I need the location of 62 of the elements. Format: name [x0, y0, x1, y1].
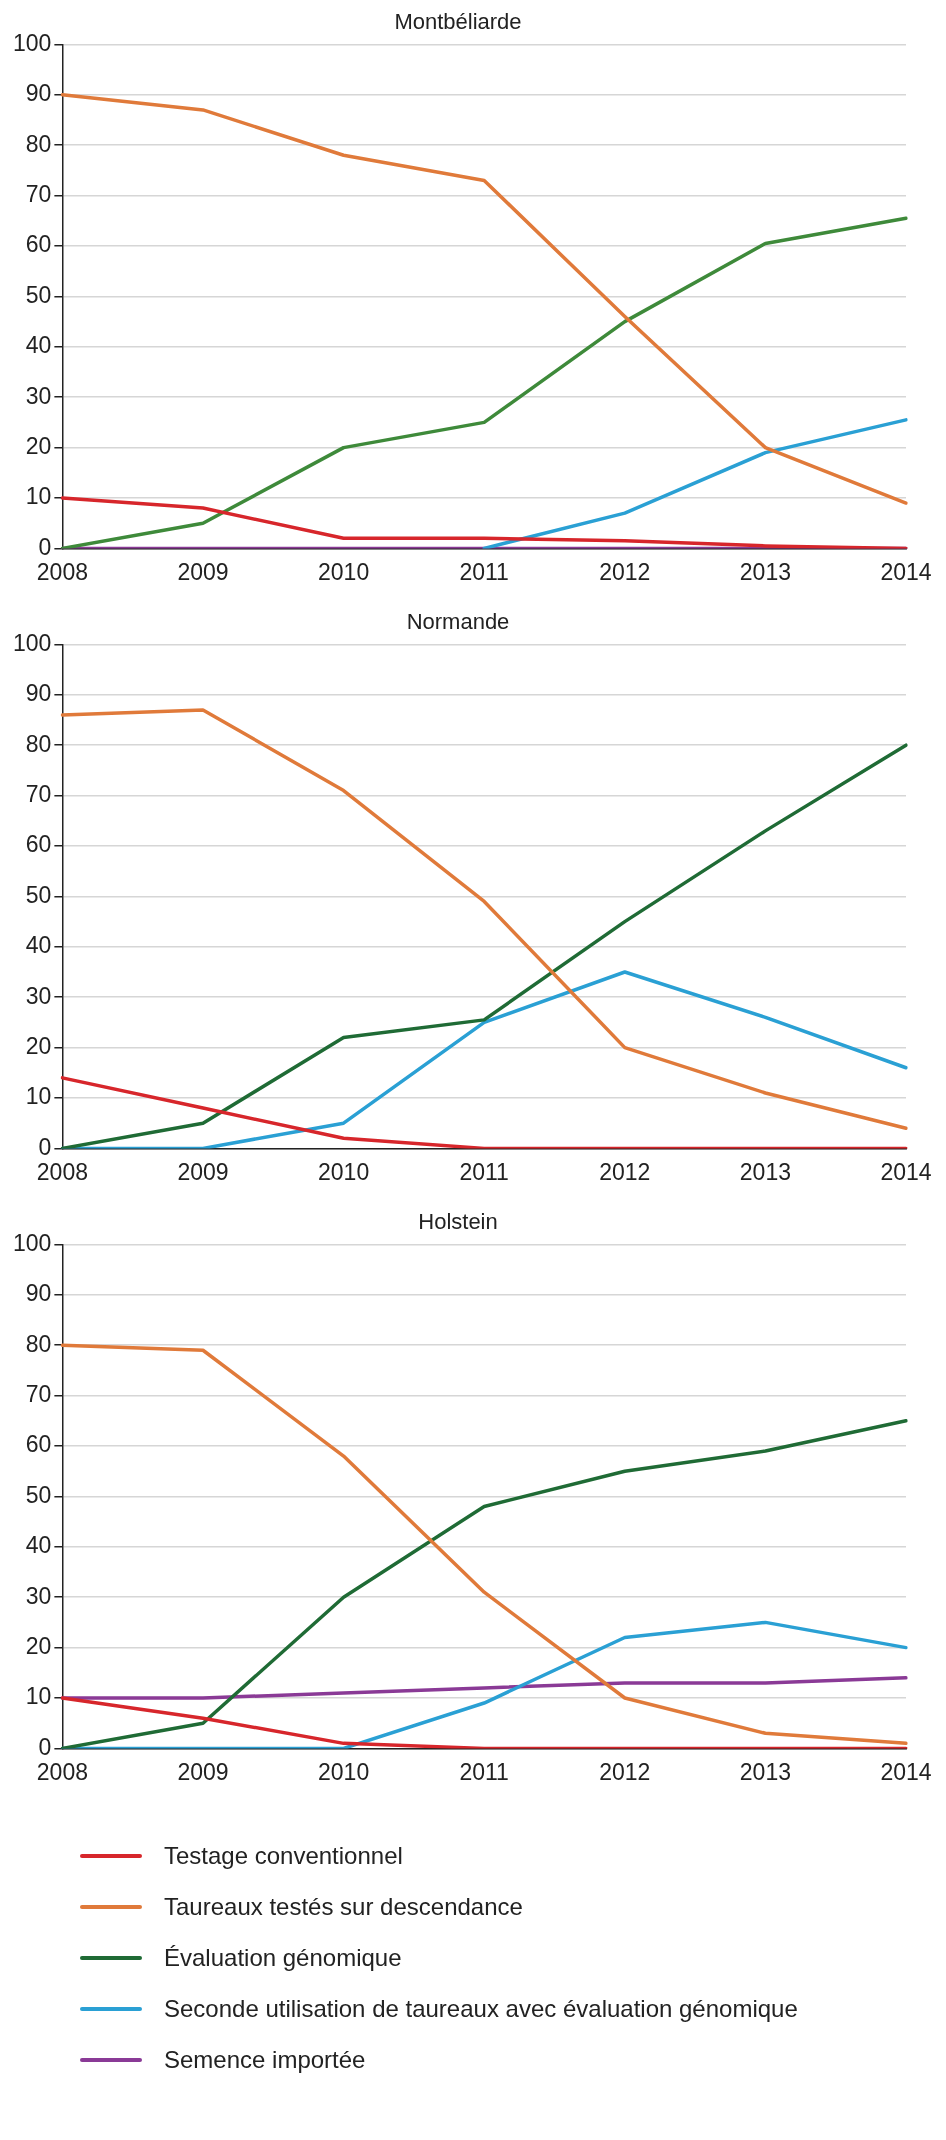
x-tick-label: 2011: [459, 1158, 509, 1185]
y-tick-label: 100: [13, 629, 52, 656]
x-tick-label: 2009: [177, 1158, 229, 1185]
y-tick-label: 90: [25, 80, 52, 107]
y-tick-label: 30: [25, 982, 52, 1009]
x-tick-label: 2013: [739, 1158, 791, 1185]
y-tick-label: 70: [25, 780, 52, 807]
y-tick-label: 60: [25, 1431, 52, 1458]
y-tick-label: 50: [25, 281, 52, 308]
y-tick-label: 10: [25, 483, 52, 510]
legend-label: Taureaux testés sur descendance: [164, 1892, 523, 1921]
x-tick-label: 2010: [318, 1158, 370, 1185]
y-tick-label: 100: [13, 1229, 52, 1256]
y-tick-label: 70: [25, 1380, 52, 1407]
y-tick-label: 20: [25, 432, 52, 459]
y-tick-label: 80: [25, 1330, 52, 1357]
chart-title: Normande: [406, 609, 510, 635]
x-tick-label: 2012: [599, 558, 651, 585]
x-tick-label: 2008: [36, 558, 88, 585]
y-tick-label: 50: [25, 1481, 52, 1508]
chart-title: Montbéliarde: [394, 9, 522, 35]
y-tick-label: 20: [25, 1032, 52, 1059]
x-tick-label: 2013: [739, 1758, 791, 1785]
x-tick-label: 2009: [177, 558, 229, 585]
x-tick-label: 2011: [459, 558, 509, 585]
y-tick-label: 40: [25, 932, 52, 959]
y-tick-label: 30: [25, 1582, 52, 1609]
x-tick-label: 2014: [880, 1758, 932, 1785]
y-tick-label: 40: [25, 1532, 52, 1559]
legend-label: Semence importée: [164, 2045, 366, 2074]
y-tick-label: 0: [38, 533, 52, 560]
legend-label: Évaluation génomique: [164, 1943, 402, 1972]
x-tick-label: 2014: [880, 558, 932, 585]
x-tick-label: 2014: [880, 1158, 932, 1185]
chart-title: Holstein: [418, 1209, 498, 1235]
y-tick-label: 60: [25, 231, 52, 258]
y-tick-label: 0: [38, 1733, 52, 1760]
x-tick-label: 2012: [599, 1758, 651, 1785]
x-tick-label: 2008: [36, 1158, 88, 1185]
y-tick-label: 90: [25, 1280, 52, 1307]
y-tick-label: 40: [25, 332, 52, 359]
y-tick-label: 0: [38, 1133, 52, 1160]
x-tick-label: 2013: [739, 558, 791, 585]
x-tick-label: 2010: [318, 1758, 370, 1785]
y-tick-label: 90: [25, 680, 52, 707]
x-tick-label: 2012: [599, 1158, 651, 1185]
y-tick-label: 80: [25, 730, 52, 757]
y-tick-label: 70: [25, 180, 52, 207]
y-tick-label: 60: [25, 831, 52, 858]
y-tick-label: 80: [25, 130, 52, 157]
y-tick-label: 50: [25, 881, 52, 908]
y-tick-label: 10: [25, 1683, 52, 1710]
x-tick-label: 2008: [36, 1758, 88, 1785]
x-tick-label: 2009: [177, 1758, 229, 1785]
y-tick-label: 10: [25, 1083, 52, 1110]
legend-label: Seconde utilisation de taureaux avec évaluation génomique: [164, 1994, 798, 2023]
y-tick-label: 20: [25, 1632, 52, 1659]
x-tick-label: 2011: [459, 1758, 509, 1785]
y-tick-label: 30: [25, 382, 52, 409]
y-tick-label: 100: [13, 29, 52, 56]
legend-label: Testage conventionnel: [164, 1841, 403, 1870]
x-tick-label: 2010: [318, 558, 370, 585]
